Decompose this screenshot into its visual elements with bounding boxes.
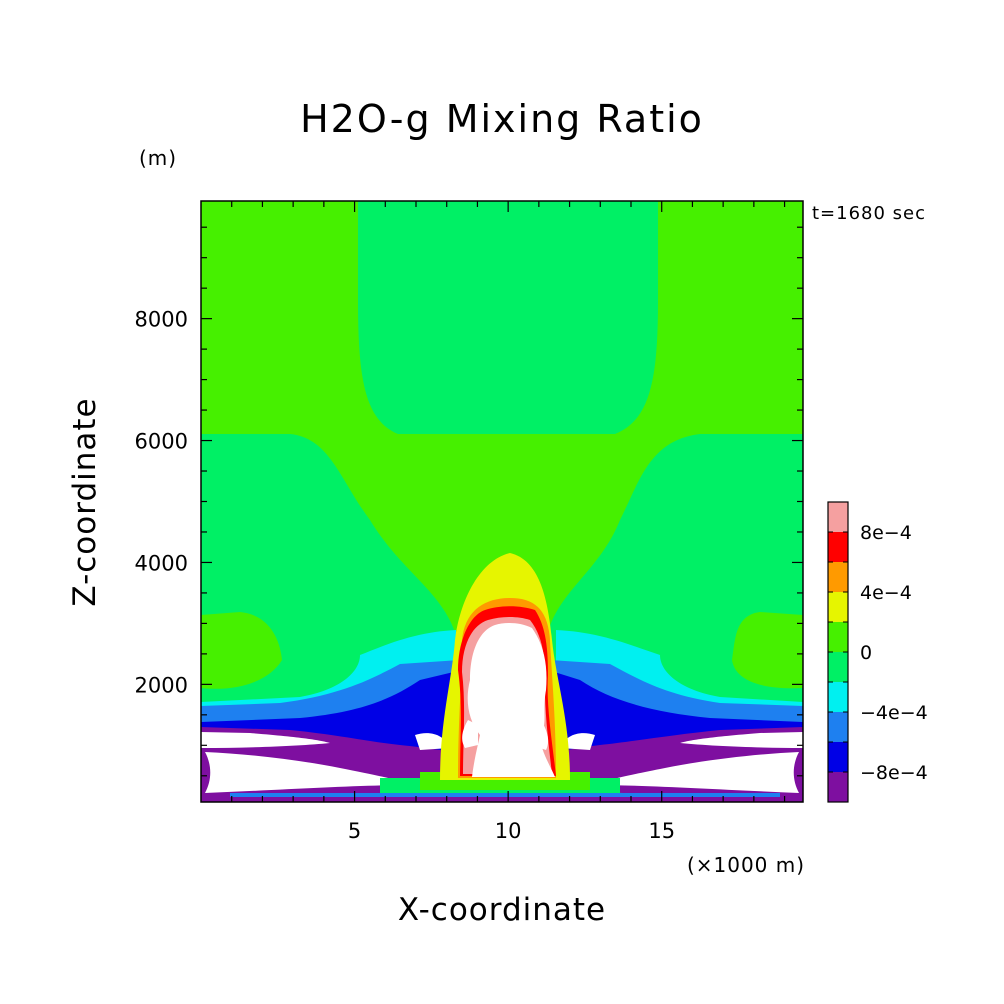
- colorbar-label: 4e−4: [860, 582, 912, 604]
- colorbar-swatch: [828, 592, 848, 622]
- contour-updraft-left-lobe: [462, 720, 478, 748]
- colorbar: −8e−4 −4e−4 0 4e−4 8e−4: [827, 501, 928, 803]
- contour-region-below-min-right-upper: [680, 732, 803, 748]
- colorbar-label: −4e−4: [860, 702, 928, 724]
- x-axis-label: X-coordinate: [398, 892, 606, 928]
- y-axis-unit: (m): [139, 146, 177, 170]
- contour-region-below-min-right-pocket: [560, 733, 595, 750]
- time-label: t=1680 sec: [812, 203, 926, 224]
- contour-region-below-min-left-pocket: [415, 733, 450, 750]
- colorbar-swatch: [828, 742, 848, 772]
- x-tick-label: 15: [648, 819, 675, 843]
- contour-band-surface: [201, 797, 803, 802]
- colorbar-label: 0: [860, 642, 872, 664]
- contour-region-below-min-right-lower: [595, 752, 799, 793]
- colorbar-swatch: [828, 682, 848, 712]
- contour-band-upper-dry: [358, 201, 658, 434]
- colorbar-swatch: [828, 502, 848, 532]
- contour-field: [201, 201, 803, 802]
- contour-updraft-core: [467, 623, 555, 777]
- x-tick-label: 5: [348, 819, 361, 843]
- axis-ticks: [201, 201, 803, 802]
- contour-region-below-min-left-upper: [201, 732, 330, 748]
- y-tick-label: 8000: [135, 308, 188, 332]
- colorbar-swatch: [828, 562, 848, 592]
- x-tick-label: 10: [495, 819, 522, 843]
- y-tick-label: 6000: [135, 430, 188, 454]
- axis-tick-labels: 5 10 15 2000 4000 6000 8000: [135, 308, 676, 843]
- colorbar-swatch: [828, 772, 848, 802]
- colorbar-label: 8e−4: [860, 522, 912, 544]
- chart-title: H2O-g Mixing Ratio: [300, 97, 704, 141]
- colorbar-label: −8e−4: [860, 762, 928, 784]
- x-axis-unit: (×1000 m): [687, 853, 805, 877]
- colorbar-swatch: [828, 712, 848, 742]
- contour-region-below-min-left-lower: [205, 752, 410, 793]
- colorbar-swatch: [828, 622, 848, 652]
- y-axis-label: Z-coordinate: [67, 397, 103, 606]
- y-tick-label: 2000: [135, 673, 188, 697]
- y-tick-label: 4000: [135, 551, 188, 575]
- colorbar-swatch: [828, 652, 848, 682]
- colorbar-swatch: [828, 532, 848, 562]
- contour-updraft-right-lobe: [534, 722, 549, 750]
- contour-band-surface-inner: [230, 793, 780, 797]
